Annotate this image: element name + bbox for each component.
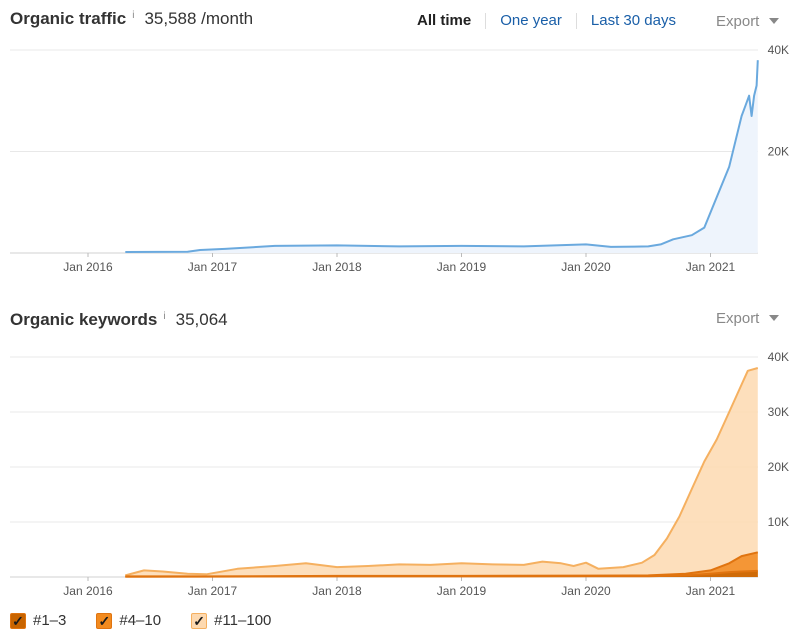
legend-label: #11–100 [214, 612, 272, 629]
x-tick-label: Jan 2020 [561, 260, 611, 274]
range-last-30-days[interactable]: Last 30 days [590, 12, 676, 29]
x-tick-label: Jan 2017 [188, 260, 238, 274]
checkbox-icon[interactable]: ✓ [191, 612, 208, 629]
legend-item-top10[interactable]: ✓ #4–10 [96, 612, 161, 629]
range-all-time[interactable]: All time [417, 12, 472, 29]
traffic-header: Organic traffic i 35,588 /month [10, 9, 253, 29]
divider [575, 12, 577, 29]
series-area-3 [125, 570, 758, 577]
keywords-title: Organic keywords [10, 310, 158, 329]
traffic-export-button[interactable]: Export [716, 13, 780, 30]
keywords-header: Organic keywords i 35,064 [10, 310, 228, 330]
x-tick-label: Jan 2021 [686, 584, 736, 598]
x-tick-label: Jan 2016 [63, 584, 113, 598]
chart-legend: ✓ #1–3 ✓ #4–10 ✓ #11–100 [10, 612, 301, 629]
series-area-1 [125, 60, 758, 254]
y-tick-label: 10K [768, 515, 789, 529]
range-selector: All time One year Last 30 days [417, 12, 676, 29]
x-tick-label: Jan 2016 [63, 260, 113, 274]
y-tick-label: 40K [768, 350, 789, 364]
x-tick-label: Jan 2019 [437, 260, 487, 274]
legend-item-top3[interactable]: ✓ #1–3 [10, 612, 66, 629]
traffic-value: 35,588 /month [144, 9, 254, 28]
caret-down-icon [769, 18, 780, 24]
x-tick-label: Jan 2018 [312, 260, 362, 274]
x-tick-label: Jan 2021 [686, 260, 736, 274]
export-label: Export [716, 13, 760, 30]
legend-label: #4–10 [119, 612, 162, 629]
series-area-1 [125, 368, 758, 577]
range-one-year[interactable]: One year [500, 12, 562, 29]
info-icon[interactable]: i [132, 10, 135, 21]
legend-label: #1–3 [33, 612, 67, 629]
x-tick-label: Jan 2019 [437, 584, 487, 598]
checkbox-icon[interactable]: ✓ [96, 612, 113, 629]
keywords-chart: 10K 20K 30K 40K Jan 2016 Jan 2017 Jan 2018 Jan … [10, 350, 789, 598]
x-tick-label: Jan 2017 [188, 584, 238, 598]
caret-down-icon [769, 315, 780, 321]
checkbox-icon[interactable]: ✓ [10, 612, 26, 629]
keywords-export-button[interactable]: Export [716, 310, 780, 327]
series-line-3 [125, 569, 758, 578]
divider [485, 12, 487, 29]
traffic-chart: 20K 40K Jan 2016 Jan 2017 Jan 2018 Jan 2019 Ja… [10, 43, 789, 274]
export-label: Export [716, 310, 760, 327]
x-tick-label: Jan 2020 [561, 584, 611, 598]
traffic-title: Organic traffic [10, 9, 127, 28]
y-tick-label: 20K [768, 460, 789, 474]
series-line-1 [125, 60, 759, 253]
y-tick-label: 20K [768, 145, 789, 159]
keywords-value: 35,064 [175, 310, 228, 329]
x-tick-label: Jan 2018 [312, 584, 362, 598]
legend-item-top100[interactable]: ✓ #11–100 [191, 612, 271, 629]
info-icon[interactable]: i [163, 311, 166, 322]
y-tick-label: 30K [768, 405, 789, 419]
y-tick-label: 40K [768, 43, 789, 57]
series-line-1 [125, 367, 759, 577]
